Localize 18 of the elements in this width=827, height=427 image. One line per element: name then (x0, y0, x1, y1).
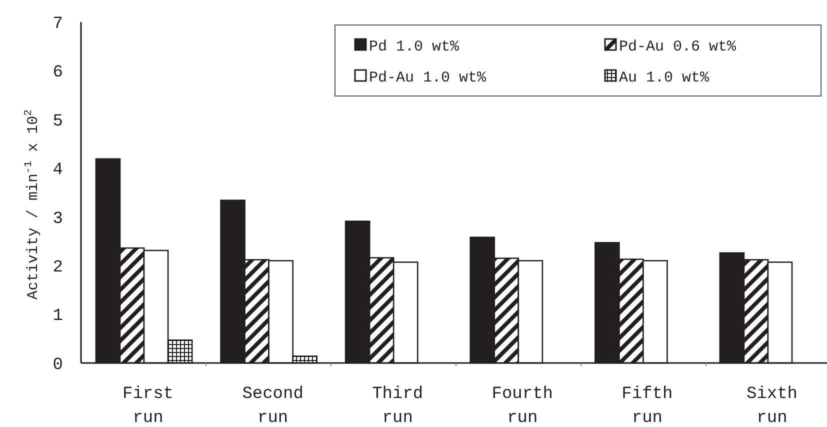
x-tick-label: Second run (242, 385, 304, 427)
y-tick-label: 3 (52, 210, 63, 229)
y-tick-label: 5 (52, 112, 63, 132)
y-tick-label: 2 (52, 258, 63, 278)
y-tick-label: 7 (52, 14, 63, 34)
legend-label: Au 1.0 wt% (619, 69, 710, 86)
y-tick-label: 0 (52, 356, 63, 375)
x-tick-label: Fifth run (622, 385, 673, 427)
y-tick-label: 6 (52, 64, 63, 83)
legend-label: Pd 1.0 wt% (369, 38, 460, 56)
x-tick-label: Third run (372, 385, 424, 427)
x-tick-label: Sixth run (746, 385, 798, 427)
legend-label: Pd-Au 0.6 wt% (619, 38, 738, 56)
y-tick-label: 4 (52, 161, 63, 180)
x-tick-label: Fourth run (492, 385, 554, 427)
x-tick-label: First run (122, 385, 174, 427)
y-tick-label: 1 (52, 307, 63, 326)
legend-label: Pd-Au 1.0 wt% (369, 69, 488, 86)
